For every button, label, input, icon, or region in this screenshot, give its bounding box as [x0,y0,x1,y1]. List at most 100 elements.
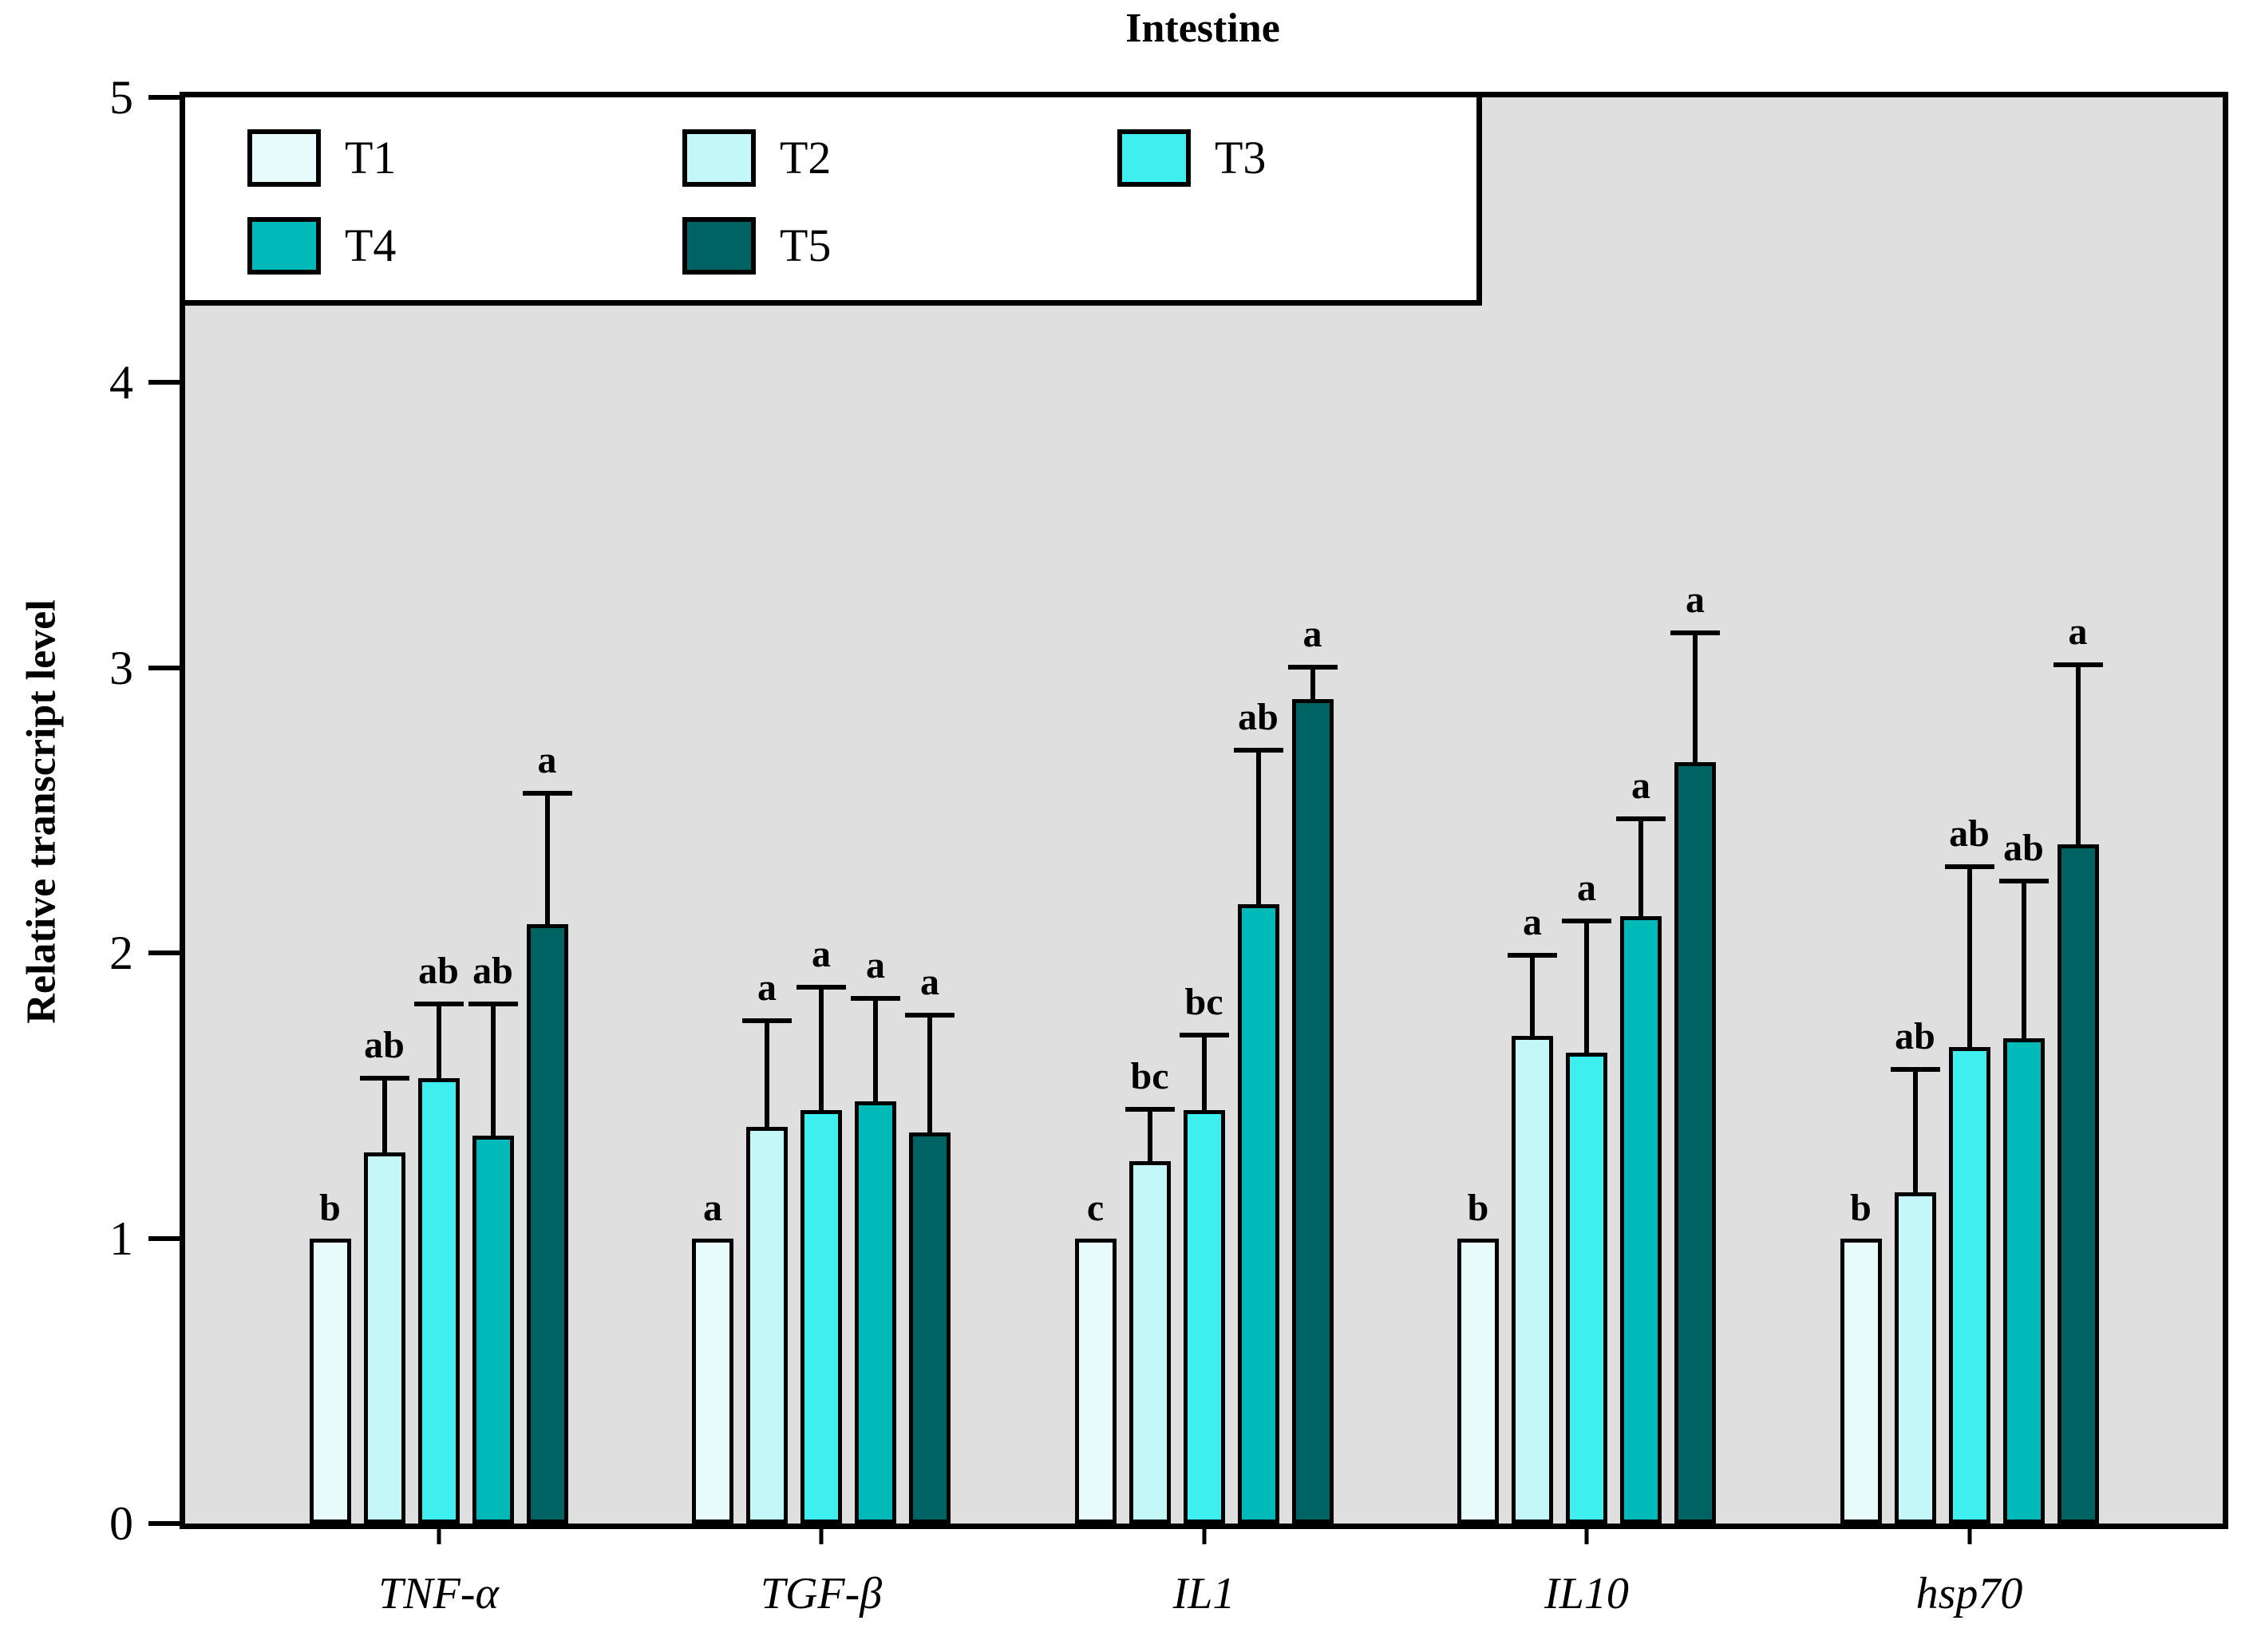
legend-swatch-T4 [247,217,321,275]
y-tick-mark-2 [148,950,180,956]
y-tick-mark-3 [148,665,180,670]
category-label-hsp70: hsp70 [1915,1569,2023,1618]
significance-letter: a [1631,764,1650,807]
significance-letter: a [2068,610,2088,653]
bar-fill [472,1135,514,1524]
bar-fill [1129,1161,1171,1524]
bar-fill [1237,904,1279,1524]
legend-item-T5: T5 [682,217,1117,275]
significance-letter: bc [1130,1055,1169,1098]
bar-fill [1512,1035,1553,1524]
error-bar-cap [1890,1067,1940,1073]
error-bar-cap [905,1013,955,1018]
chart-title: Intestine [1125,6,1280,51]
bar-fill [909,1132,951,1524]
y-tick-label-3: 3 [109,641,133,694]
error-bar [1890,1067,1940,1193]
legend-swatch-T2 [682,129,756,187]
y-tick-label-1: 1 [109,1211,133,1265]
bar-fill [363,1152,405,1524]
legend-label-T2: T2 [780,132,832,184]
bar-T3-IL1: bc [1179,983,1229,1524]
error-bar [2053,662,2103,845]
error-bar [522,790,572,925]
legend-label-T1: T1 [345,132,397,184]
bar-T1-hsp70: b [1840,1188,1882,1524]
error-bar-cap [359,1075,409,1081]
significance-letter: a [866,943,885,986]
y-tick-label-4: 4 [109,356,133,409]
legend-label-T3: T3 [1215,132,1267,184]
error-bar-cap [1998,879,2049,884]
legend: T1 T2 T3 T4 T5 [180,92,1482,306]
significance-letter: b [1850,1186,1872,1229]
bar-fill [1894,1192,1936,1524]
error-bar [1508,953,1557,1036]
bar-T2-TGF-β: a [742,969,792,1524]
bar-T4-hsp70: ab [1998,829,2049,1524]
bar-T3-TGF-β: a [796,935,846,1524]
category-label-TGF-β: TGF-β [760,1569,883,1618]
bar-T1-TGF-β: a [692,1188,733,1524]
error-bar [1998,879,2049,1039]
error-bar [359,1075,409,1153]
bar-T2-IL1: bc [1125,1057,1175,1524]
bar-T5-TGF-β: a [905,963,955,1524]
error-bar [1616,816,1666,916]
bar-fill [855,1101,896,1524]
significance-letter: a [1686,579,1705,622]
bar-fill [2057,844,2099,1524]
bar-T2-hsp70: ab [1890,1018,1940,1524]
bar-T4-IL10: a [1616,766,1666,1524]
significance-letter: a [757,966,777,1010]
significance-letter: b [1467,1186,1489,1229]
error-bar-cap [522,790,572,796]
error-bar-cap [851,995,900,1001]
x-tick-mark-TGF-β [819,1524,824,1544]
group-TGF-β: a a a a a TGF-β [692,97,955,1618]
error-bar-cap [796,984,846,990]
bar-fill [1457,1238,1499,1524]
bar-fill [1840,1238,1882,1524]
bar-T3-hsp70: ab [1944,815,1994,1524]
legend-items: T1 T2 T3 T4 T5 [185,97,1476,275]
significance-letter: ab [2003,827,2044,870]
error-bar [1125,1107,1175,1162]
bar-fill [1566,1053,1607,1524]
legend-label-T4: T4 [345,219,397,271]
bar-T1-TNF-α: b [309,1188,351,1524]
legend-item-T3: T3 [1117,129,1476,187]
legend-swatch-T1 [247,129,321,187]
legend-swatch-T3 [1117,129,1191,187]
y-tick-mark-5 [148,95,180,100]
group-hsp70: b ab ab ab a hsp70 [1840,97,2103,1618]
bar-fill [1291,699,1334,1524]
error-bar [1562,919,1611,1053]
error-bar [1287,665,1338,700]
significance-letter: a [703,1186,722,1229]
error-bar-cap [413,1001,464,1006]
error-bar-cap [1179,1033,1229,1038]
error-bar [1944,864,1994,1048]
error-bar-cap [468,1001,518,1006]
legend-item-T1: T1 [247,129,682,187]
group-IL10: b a a a a IL10 [1457,97,1720,1618]
error-bar-cap [2053,662,2103,667]
bar-groups: b ab ab ab a TNF-α a a a a a TGF-β c bc bc ab a IL1 b a a a a I… [185,97,2223,1618]
error-bar-cap [1233,747,1283,753]
y-tick-label-2: 2 [109,927,133,980]
bar-fill [526,924,568,1524]
bar-T1-IL10: b [1457,1188,1499,1524]
bar-fill [2002,1038,2045,1524]
bar-T4-IL1: ab [1233,698,1283,1524]
bar-fill [800,1109,842,1524]
group-TNF-α: b ab ab ab a TNF-α [309,97,572,1618]
bar-T5-IL10: a [1670,581,1720,1524]
bar-T5-TNF-α: a [522,741,572,1524]
x-tick-mark-TNF-α [437,1524,441,1544]
bar-fill [1620,915,1662,1524]
category-label-IL10: IL10 [1544,1569,1629,1618]
bar-fill [1074,1238,1117,1524]
plot-area: b ab ab ab a TNF-α a a a a a TGF-β c bc bc ab a IL1 b a a a a I… [109,71,2228,1618]
